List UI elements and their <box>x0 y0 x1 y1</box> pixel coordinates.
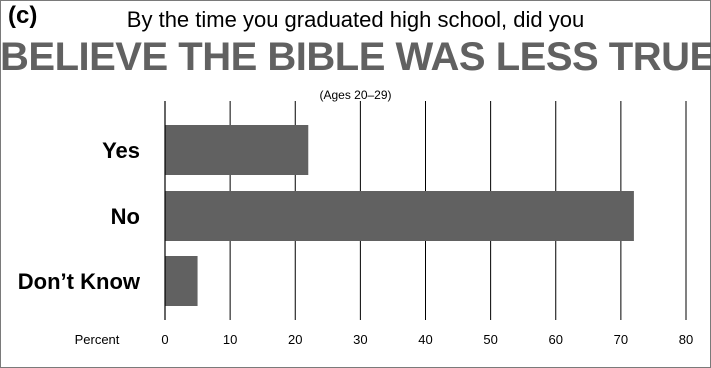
category-label-2: Don’t Know <box>18 269 141 294</box>
chart-title: BELIEVE THE BIBLE WAS LESS TRUE? <box>0 35 711 79</box>
panel-label: (c) <box>8 2 38 29</box>
x-tick-label-50: 50 <box>483 332 497 347</box>
bar-0 <box>165 125 309 175</box>
x-tick-label-10: 10 <box>223 332 237 347</box>
x-tick-label-60: 60 <box>549 332 563 347</box>
category-label-1: No <box>111 204 140 229</box>
chart-subtitle: By the time you graduated high school, d… <box>126 7 585 32</box>
bar-1 <box>165 191 634 241</box>
x-tick-label-40: 40 <box>418 332 432 347</box>
x-tick-label-20: 20 <box>288 332 302 347</box>
x-tick-label-80: 80 <box>679 332 693 347</box>
x-tick-label-30: 30 <box>353 332 367 347</box>
category-label-0: Yes <box>102 138 140 163</box>
bar-2 <box>165 256 198 306</box>
chart-note: (Ages 20–29) <box>319 88 392 102</box>
x-axis-label: Percent <box>75 332 120 347</box>
x-tick-label-70: 70 <box>614 332 628 347</box>
x-tick-label-0: 0 <box>161 332 168 347</box>
